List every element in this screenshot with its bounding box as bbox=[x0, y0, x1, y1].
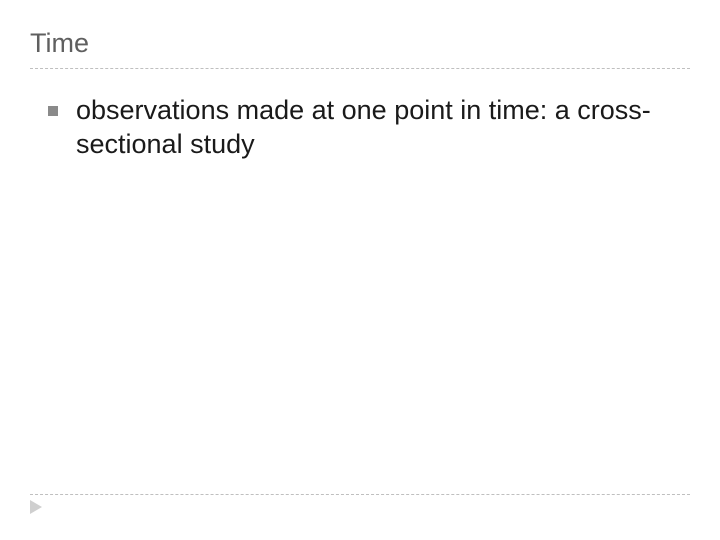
slide-title: Time bbox=[30, 28, 89, 59]
play-triangle-icon bbox=[30, 500, 42, 514]
body-area: observations made at one point in time: … bbox=[48, 94, 678, 162]
square-bullet-icon bbox=[48, 106, 58, 116]
bullet-item: observations made at one point in time: … bbox=[48, 94, 678, 162]
bullet-text: observations made at one point in time: … bbox=[76, 94, 678, 162]
title-underline bbox=[30, 68, 690, 69]
slide: Time observations made at one point in t… bbox=[0, 0, 720, 540]
footer-underline bbox=[30, 494, 690, 495]
